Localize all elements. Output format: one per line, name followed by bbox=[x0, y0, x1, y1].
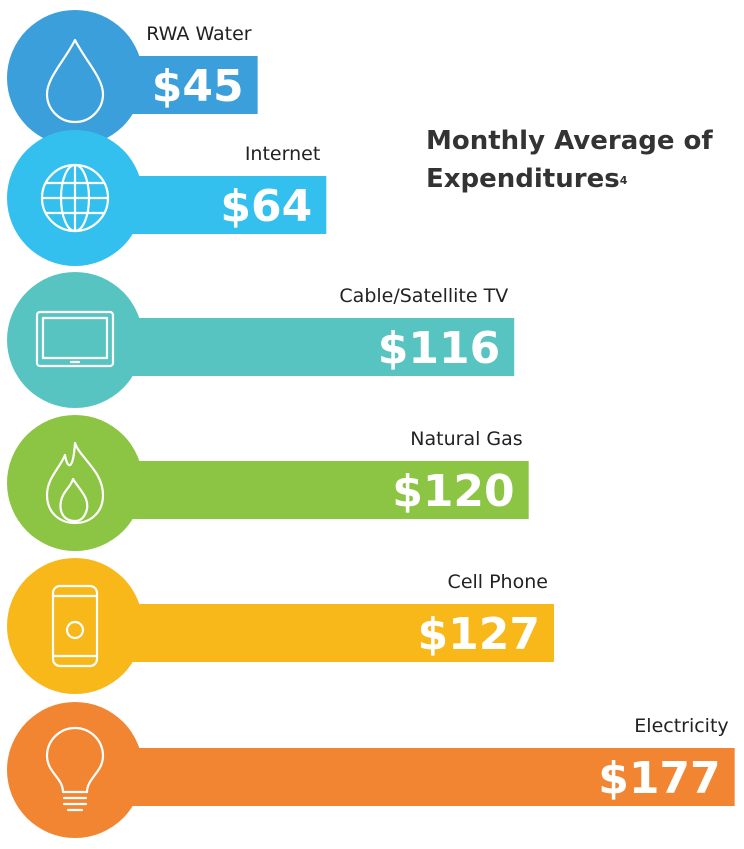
footnote: 4 bbox=[619, 174, 628, 187]
category-label: Cell Phone bbox=[448, 571, 548, 593]
icon bbox=[51, 584, 99, 668]
value-label: $64 bbox=[220, 181, 312, 232]
phone-icon bbox=[65, 620, 85, 640]
icon bbox=[40, 163, 110, 233]
chart-title: Monthly Average of Expenditures4 bbox=[426, 122, 736, 198]
tv-icon bbox=[35, 310, 115, 368]
phone-icon bbox=[51, 594, 99, 658]
icon bbox=[45, 38, 105, 124]
icon-circle bbox=[7, 702, 143, 838]
value-label: $127 bbox=[418, 609, 540, 660]
tv-icon bbox=[41, 316, 109, 360]
value-label: $177 bbox=[598, 753, 720, 804]
flame-icon bbox=[45, 441, 105, 525]
icon-circle bbox=[7, 272, 143, 408]
value-label: $116 bbox=[378, 323, 500, 374]
value-label: $120 bbox=[392, 466, 514, 517]
category-label: RWA Water bbox=[146, 23, 252, 45]
category-label: Internet bbox=[245, 143, 320, 165]
icon bbox=[45, 726, 105, 812]
icon bbox=[35, 310, 115, 368]
icon-circle bbox=[7, 10, 143, 146]
bar bbox=[75, 748, 735, 806]
water-icon bbox=[45, 38, 105, 124]
category-label: Cable/Satellite TV bbox=[339, 285, 508, 307]
category-label: Electricity bbox=[634, 715, 728, 737]
globe-icon bbox=[40, 163, 110, 233]
bulb-icon bbox=[45, 726, 105, 812]
bar bbox=[75, 318, 515, 376]
icon bbox=[45, 441, 105, 525]
icon-circle bbox=[7, 558, 143, 694]
phone-icon bbox=[51, 584, 99, 668]
bar bbox=[75, 604, 554, 662]
value-label: $45 bbox=[152, 61, 244, 112]
title-text: Monthly Average of Expenditures bbox=[426, 126, 713, 194]
bar bbox=[75, 461, 529, 519]
category-label: Natural Gas bbox=[410, 428, 522, 450]
